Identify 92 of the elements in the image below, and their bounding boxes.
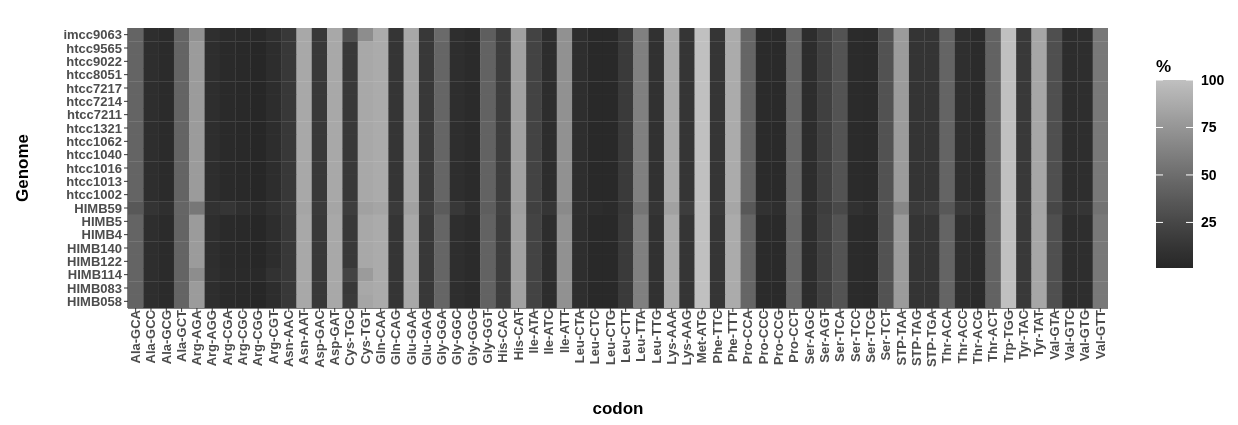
y-tick-label: htcc7211 — [67, 107, 122, 123]
x-tick-label: His-CAT — [510, 309, 526, 361]
x-tick-label: Phe-TTT — [725, 309, 741, 362]
x-tick-label: Val-GTC — [1061, 309, 1077, 361]
x-tick-label: Pro-CCG — [771, 310, 787, 365]
x-tick-label: Gly-GGG — [464, 310, 480, 366]
x-tick-label: Cys-TGC — [342, 309, 358, 366]
x-tick-label: Ser-AGT — [816, 309, 832, 363]
x-tick-label: STP-TGA — [924, 309, 940, 368]
x-tick-label: Lys-AAG — [679, 310, 695, 366]
x-tick-label: Arg-CGA — [219, 309, 235, 366]
x-tick-label: Trp-TGG — [1000, 310, 1016, 363]
x-tick-label: Pro-CCT — [786, 309, 802, 363]
x-tick-label: Arg-CGG — [250, 310, 266, 367]
x-tick-label: Val-GTA — [1046, 309, 1062, 360]
x-tick-label: Arg-AGA — [189, 309, 205, 366]
x-tick-label: Gly-GGT — [480, 309, 496, 364]
color-bar-label: 75 — [1201, 119, 1217, 136]
x-tick-label: Ser-TCA — [832, 309, 848, 363]
x-tick-label: Gly-GGA — [434, 309, 450, 365]
x-tick-label: Leu-TTG — [648, 310, 664, 364]
x-tick-label: Thr-ACG — [970, 310, 986, 365]
x-tick-label: Asp-GAT — [326, 309, 342, 366]
y-tick-label: htcc1016 — [66, 160, 122, 176]
x-tick-label: Val-GTT — [1092, 309, 1108, 360]
x-tick-label: His-CAC — [495, 309, 511, 363]
x-tick-label: Leu-CTG — [602, 310, 618, 365]
x-tick-label: Gln-CAA — [372, 309, 388, 365]
x-tick-label: Leu-CTT — [617, 309, 633, 363]
x-tick-label: Asn-AAC — [281, 309, 297, 368]
x-tick-label: Leu-CTA — [571, 309, 587, 364]
y-tick-label: htcc1040 — [66, 147, 122, 163]
x-tick-label: Ile-ATC — [541, 309, 557, 355]
y-tick-label: HIMB114 — [67, 267, 123, 283]
x-tick-label: Asp-GAC — [311, 309, 327, 368]
x-tick-label: Arg-CGT — [265, 309, 281, 365]
x-tick-label: Tyr-TAT — [1031, 309, 1047, 357]
x-tick-label: Pro-CCC — [755, 309, 771, 365]
x-axis-title: codon — [592, 399, 644, 418]
color-bar-label: 50 — [1201, 166, 1217, 183]
x-tick-label: Arg-CGC — [235, 309, 251, 366]
y-tick-label: HIMB058 — [67, 293, 122, 309]
x-tick-label: Gly-GGC — [449, 309, 465, 365]
x-tick-label: Glu-GAA — [403, 309, 419, 365]
x-tick-label: Pro-CCA — [740, 309, 756, 365]
x-tick-label: Val-GTG — [1077, 310, 1093, 362]
x-tick-label: Ser-TCG — [862, 310, 878, 363]
x-tick-label: Thr-ACT — [985, 309, 1001, 362]
x-tick-label: Ser-TCT — [878, 309, 894, 361]
x-tick-label: Ala-GCA — [127, 309, 143, 364]
y-tick-label: HIMB083 — [67, 280, 122, 296]
y-tick-label: htcc1321 — [66, 120, 122, 136]
y-tick-label: htcc7214 — [66, 93, 123, 109]
x-tick-label: Glu-GAG — [418, 310, 434, 366]
x-tick-label: Tyr-TAC — [1016, 309, 1032, 360]
x-tick-label: Ser-TCC — [847, 309, 863, 363]
x-tick-label: Thr-ACC — [954, 309, 970, 364]
x-tick-label: Met-ATG — [694, 310, 710, 364]
y-tick-label: htcc9022 — [66, 53, 122, 69]
x-tick-label: Ala-GCT — [173, 309, 189, 362]
x-tick-label: Leu-TTA — [633, 309, 649, 362]
y-tick-label: imcc9063 — [63, 27, 122, 43]
y-tick-label: htcc1002 — [66, 187, 122, 203]
x-tick-label: Gln-CAG — [388, 310, 404, 365]
x-tick-label: STP-TAA — [893, 309, 909, 366]
y-tick-label: HIMB140 — [67, 240, 122, 256]
x-tick-label: Cys-TGT — [357, 309, 373, 365]
y-tick-label: HIMB4 — [81, 227, 123, 243]
y-tick-label: HIMB5 — [81, 213, 122, 229]
y-tick-label: htcc1062 — [66, 133, 122, 149]
x-tick-label: Ile-ATT — [556, 309, 572, 354]
color-bar-label: 25 — [1201, 214, 1217, 231]
x-tick-label: Ala-GCG — [158, 310, 174, 365]
y-axis-title: Genome — [13, 133, 33, 203]
x-tick-label: Leu-CTC — [587, 309, 603, 365]
x-tick-label: Asn-AAT — [296, 309, 312, 365]
x-tick-label: Phe-TTC — [709, 309, 725, 364]
x-tick-label: Ser-AGC — [801, 309, 817, 365]
y-tick-label: htcc9565 — [66, 40, 122, 56]
y-tick-label: htcc7217 — [66, 80, 122, 96]
y-tick-label: htcc8051 — [66, 67, 122, 83]
color-bar-label: 100 — [1201, 72, 1225, 88]
x-tick-label: Ala-GCC — [143, 309, 159, 364]
color-bar-title: % — [1156, 57, 1172, 76]
x-tick-label: STP-TAG — [908, 310, 924, 367]
x-tick-label: Thr-ACA — [939, 309, 955, 364]
x-tick-label: Lys-AAA — [663, 309, 679, 365]
y-tick-label: HIMB59 — [74, 200, 122, 216]
y-tick-label: HIMB122 — [67, 253, 122, 269]
y-tick-label: htcc1013 — [66, 173, 122, 189]
x-tick-label: Arg-AGG — [204, 310, 220, 367]
x-tick-label: Ile-ATA — [526, 309, 542, 354]
